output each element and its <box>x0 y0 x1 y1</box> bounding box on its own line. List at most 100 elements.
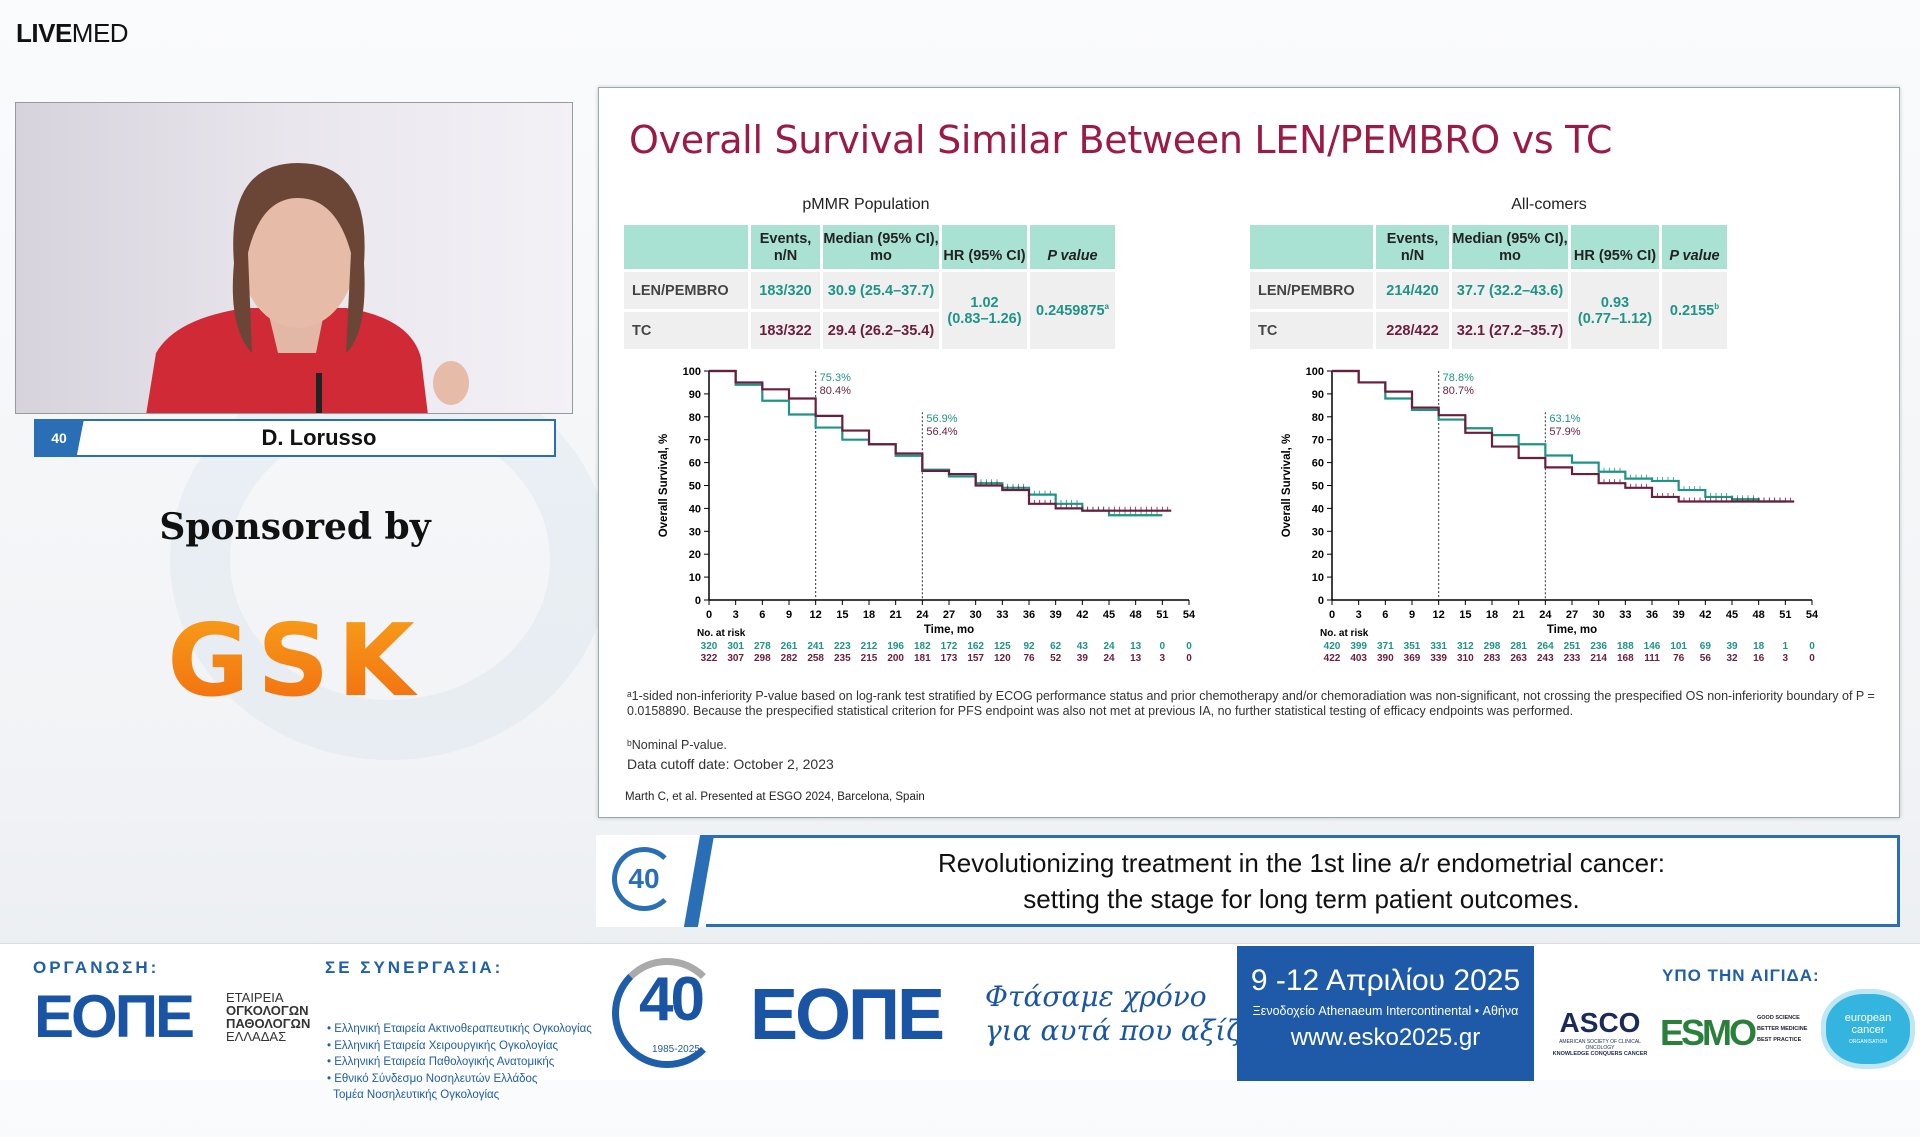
x-tick-label: 45 <box>1726 609 1738 621</box>
at-risk-count: 263 <box>1510 653 1527 664</box>
table-row: LEN/PEMBRO 214/420 37.7 (32.2–43.6) 0.93 (0.… <box>1250 272 1727 349</box>
table-row: TC 183/322 29.4 (26.2–35.4) <box>624 312 1115 349</box>
x-tick-label: 3 <box>1356 609 1362 621</box>
arm-label: TC <box>624 312 748 349</box>
median-cell: 29.4 (26.2–35.4) <box>823 312 939 349</box>
landmark-label: 78.8% <box>1443 372 1474 384</box>
x-tick-label: 48 <box>1130 609 1142 621</box>
y-tick-label: 90 <box>689 389 701 401</box>
x-tick-label: 3 <box>733 609 739 621</box>
event-venue: Ξενοδοχείο Athenaeum Intercontinental • … <box>1252 1004 1519 1018</box>
at-risk-count: 196 <box>887 641 904 652</box>
column-header: Median (95% CI), mo <box>1452 225 1568 269</box>
x-tick-label: 18 <box>1486 609 1498 621</box>
at-risk-count: 278 <box>754 641 771 652</box>
x-axis-label: Time, mo <box>1547 624 1597 636</box>
x-tick-label: 15 <box>836 609 848 621</box>
column-header: HR (95% CI) <box>1571 225 1659 269</box>
x-tick-label: 12 <box>810 609 822 621</box>
events-cell: 228/422 <box>1376 312 1449 349</box>
at-risk-count: 16 <box>1753 653 1765 664</box>
x-tick-label: 30 <box>1593 609 1605 621</box>
at-risk-count: 351 <box>1404 641 1421 652</box>
x-tick-label: 24 <box>1539 609 1552 621</box>
at-risk-count: 214 <box>1590 653 1607 664</box>
at-risk-count: 320 <box>701 641 718 652</box>
y-tick-label: 10 <box>689 572 701 584</box>
median-cell: 37.7 (32.2–43.6) <box>1452 272 1568 309</box>
p-value-cell: 0.2459875a <box>1030 272 1115 349</box>
sponsor-footer: ΟΡΓΑΝΩΣΗ: ΕΟΠΕ ΕΤΑΙΡΕΙΑ ΟΓΚΟΛΟΓΩΝ ΠΑΘΟΛΟΓΩ… <box>0 943 1920 1101</box>
at-risk-count: 298 <box>1484 641 1501 652</box>
y-tick-label: 40 <box>689 503 701 515</box>
esmo-logo: ESMO <box>1660 1012 1757 1053</box>
collaborators-list: • Ελληνική Εταιρεία Ακτινοθεραπευτικής Ο… <box>327 1023 592 1101</box>
eope-full-name: ΕΤΑΙΡΕΙΑ ΟΓΚΟΛΟΓΩΝ ΠΑΘΟΛΟΓΩΝ ΕΛΛΑΔΑΣ <box>226 990 311 1044</box>
y-tick-label: 90 <box>1312 389 1324 401</box>
at-risk-count: 52 <box>1050 653 1062 664</box>
y-tick-label: 50 <box>689 481 701 493</box>
at-risk-count: 172 <box>941 641 958 652</box>
anniversary-years: 1985-2025 <box>652 1044 700 1055</box>
european-cancer-organisation-logo: european cancer ORGANISATION <box>1826 994 1910 1064</box>
at-risk-count: 39 <box>1077 653 1089 664</box>
x-tick-label: 33 <box>1619 609 1631 621</box>
event-url[interactable]: www.esko2025.gr <box>1290 1024 1481 1051</box>
at-risk-count: 0 <box>1160 641 1166 652</box>
arm-label: LEN/PEMBRO <box>1250 272 1373 309</box>
at-risk-count: 212 <box>861 641 878 652</box>
event-info-box: 9 -12 Απριλίου 2025 Ξενοδοχείο Athenaeum… <box>1237 946 1534 1081</box>
at-risk-count: 168 <box>1617 653 1634 664</box>
table-subtitle-pmmr: pMMR Population <box>802 196 930 213</box>
anniversary-ring-icon <box>612 958 722 1068</box>
landmark-label: 80.7% <box>1443 385 1474 397</box>
speaker-video[interactable] <box>15 102 573 414</box>
y-tick-label: 30 <box>689 526 701 538</box>
at-risk-count: 243 <box>1537 653 1554 664</box>
event-dates: 9 -12 Απριλίου 2025 <box>1250 964 1521 997</box>
column-header <box>1250 225 1373 269</box>
arm-label: LEN/PEMBRO <box>624 272 748 309</box>
speaker-name-bar: 40 D. Lorusso <box>34 419 556 457</box>
events-cell: 214/420 <box>1376 272 1449 309</box>
x-tick-label: 54 <box>1183 609 1196 621</box>
at-risk-count: 18 <box>1753 641 1765 652</box>
footnote-b: ᵇNominal P-value. <box>627 738 727 752</box>
y-tick-label: 40 <box>1312 503 1324 515</box>
organizer-heading: ΟΡΓΑΝΩΣΗ: <box>33 958 160 977</box>
esmo-tagline: GOOD SCIENCE BETTER MEDICINE BEST PRACTICE <box>1757 1015 1808 1043</box>
x-tick-label: 12 <box>1433 609 1445 621</box>
at-risk-count: 420 <box>1324 641 1341 652</box>
at-risk-count: 69 <box>1700 641 1712 652</box>
at-risk-count: 0 <box>1809 641 1815 652</box>
at-risk-count: 235 <box>834 653 851 664</box>
y-tick-label: 60 <box>689 458 701 470</box>
x-tick-label: 0 <box>706 609 712 621</box>
at-risk-count: 390 <box>1377 653 1394 664</box>
at-risk-count: 162 <box>967 641 984 652</box>
at-risk-count: 236 <box>1590 641 1607 652</box>
y-tick-label: 20 <box>689 549 701 561</box>
at-risk-count: 13 <box>1130 653 1142 664</box>
x-tick-label: 45 <box>1103 609 1115 621</box>
x-tick-label: 39 <box>1673 609 1685 621</box>
at-risk-count: 215 <box>861 653 878 664</box>
results-table-1: Events, n/N Median (95% CI), mo HR (95% CI… <box>1247 222 1730 352</box>
at-risk-count: 200 <box>887 653 904 664</box>
column-header: P value <box>1662 225 1727 269</box>
y-axis-label: Overall Survival, % <box>658 434 670 538</box>
at-risk-count: 43 <box>1077 641 1089 652</box>
collaboration-heading: ΣΕ ΣΥΝΕΡΓΑΣΙΑ: <box>325 958 504 977</box>
y-tick-label: 80 <box>1312 412 1324 424</box>
at-risk-count: 76 <box>1673 653 1685 664</box>
at-risk-count: 310 <box>1457 653 1474 664</box>
x-tick-label: 30 <box>970 609 982 621</box>
at-risk-count: 3 <box>1160 653 1166 664</box>
y-tick-label: 70 <box>1312 435 1324 447</box>
survival-curve-1 <box>1332 369 1795 503</box>
at-risk-count: 0 <box>1186 641 1192 652</box>
column-header: Median (95% CI), mo <box>823 225 939 269</box>
speaker-silhouette <box>146 163 469 413</box>
at-risk-count: 182 <box>914 641 931 652</box>
x-tick-label: 15 <box>1459 609 1471 621</box>
